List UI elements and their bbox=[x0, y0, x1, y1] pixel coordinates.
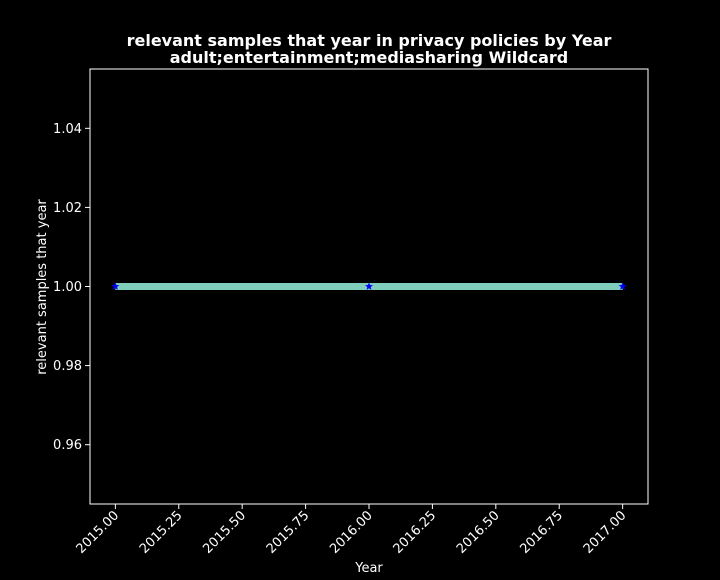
chart-title-line2: adult;entertainment;mediasharing Wildcar… bbox=[170, 48, 569, 67]
x-axis-label: Year bbox=[354, 561, 383, 576]
y-tick-label: 1.00 bbox=[53, 280, 82, 295]
y-axis: 0.96 0.98 1.00 1.02 1.04 bbox=[53, 122, 90, 453]
y-tick-label: 0.96 bbox=[53, 438, 82, 453]
y-tick-label: 1.02 bbox=[53, 201, 82, 216]
data-point-marker bbox=[618, 282, 627, 290]
y-axis-label: relevant samples that year bbox=[35, 199, 50, 375]
y-tick-label: 1.04 bbox=[53, 122, 82, 137]
y-tick-label: 0.98 bbox=[53, 359, 82, 374]
series-layer bbox=[111, 282, 627, 290]
data-point-marker bbox=[365, 282, 373, 290]
chart-title-line1: relevant samples that year in privacy po… bbox=[127, 31, 612, 50]
data-point-marker bbox=[111, 282, 120, 290]
